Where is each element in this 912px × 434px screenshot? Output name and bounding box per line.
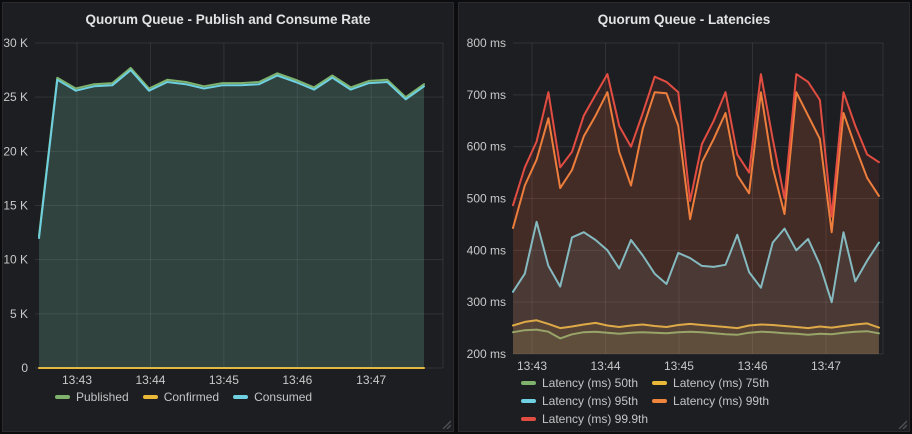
legend-item-confirmed[interactable]: Confirmed [142,389,220,405]
x-tick-label: 13:46 [737,359,767,373]
series-fill-published [39,67,424,369]
series-line-consumed [38,69,425,239]
y-tick-label: 20 K [3,144,28,158]
legend-item-consumed[interactable]: Consumed [233,389,312,405]
panel-publish-consume-rate: Quorum Queue - Publish and Consume Rate … [2,2,454,432]
y-tick-label: 400 ms [467,243,506,257]
legend-item-latency-ms-95th[interactable]: Latency (ms) 95th [521,393,638,409]
panel-title[interactable]: Quorum Queue - Publish and Consume Rate [85,12,371,27]
legend-swatch [521,381,536,385]
legend: Published Confirmed Consumed [3,389,453,431]
x-tick-label: 13:44 [590,359,620,373]
panel-resize-handle[interactable] [441,419,451,429]
y-tick-label: 15 K [3,199,28,213]
y-tick-label: 5 K [10,307,28,321]
x-tick-label: 13:45 [209,373,239,387]
legend-swatch [142,395,158,399]
legend-swatch [55,395,70,399]
series-fill-consumed [39,70,424,368]
x-tick-label: 13:47 [356,373,386,387]
y-tick-label: 500 ms [467,192,506,206]
legend-item-published[interactable]: Published [55,389,129,405]
legend-label: Latency (ms) 95th [542,394,639,408]
series-line-latency-ms-75th [512,319,880,330]
panel-title[interactable]: Quorum Queue - Latencies [597,12,771,27]
latencies-chart[interactable]: 800 ms 700 ms 600 ms 500 ms 400 ms 300 ms 200 … [459,37,903,375]
legend-label: Confirmed [163,390,220,404]
legend-swatch [652,381,668,385]
publish-consume-rate-chart[interactable]: 30 K 25 K 20 K 15 K 10 K 5 K 0 13:43 13:44 13:45 1… [3,37,447,389]
x-tick-label: 13:47 [811,359,841,373]
legend-item-latency-ms-50th[interactable]: Latency (ms) 50th [521,375,638,391]
y-tick-label: 700 ms [467,88,506,102]
y-tick-label: 0 [21,361,28,375]
legend-item-latency-ms-99th[interactable]: Latency (ms) 99th [652,393,769,409]
series-line-latency-ms-99th [512,91,880,234]
series-line-published [38,66,425,237]
legend-swatch [652,399,668,403]
legend-swatch [521,399,536,403]
y-tick-label: 600 ms [467,140,506,154]
x-tick-label: 13:44 [135,373,165,387]
x-tick-label: 13:46 [282,373,312,387]
series-line-latency-ms-95th [512,220,880,304]
y-tick-label: 200 ms [467,347,506,361]
y-tick-label: 300 ms [467,295,506,309]
series-fill-latency-ms-50th [513,329,879,354]
legend: Latency (ms) 50th Latency (ms) 75th Latenc… [459,375,909,431]
legend-label: Latency (ms) 99th [673,394,770,408]
series-fill-latency-ms-99-9th [513,74,879,354]
legend-label: Latency (ms) 75th [673,376,770,390]
x-tick-label: 13:43 [517,359,547,373]
series-fill-latency-ms-99th [513,92,879,354]
y-tick-label: 800 ms [467,37,506,50]
x-tick-label: 13:45 [664,359,694,373]
panel-resize-handle[interactable] [897,419,907,429]
x-tick-label: 13:43 [62,373,92,387]
legend-label: Published [76,390,129,404]
series-line-latency-ms-50th [512,328,880,340]
y-tick-label: 10 K [3,253,28,267]
legend-label: Latency (ms) 99.9th [542,412,649,426]
legend-label: Latency (ms) 50th [542,376,639,390]
legend-label: Consumed [254,390,313,404]
legend-swatch [233,395,249,399]
legend-item-latency-ms-75th[interactable]: Latency (ms) 75th [652,375,769,391]
panel-latencies: Quorum Queue - Latencies 800 ms 700 ms 600… [458,2,910,432]
legend-swatch [521,417,536,421]
y-tick-label: 25 K [3,90,28,104]
y-tick-label: 30 K [3,37,28,50]
legend-item-latency-ms-99-9th[interactable]: Latency (ms) 99.9th [521,411,648,427]
series-fill-latency-ms-75th [513,320,879,354]
series-fill-latency-ms-95th [513,221,879,354]
series-line-latency-ms-99-9th [512,73,880,218]
